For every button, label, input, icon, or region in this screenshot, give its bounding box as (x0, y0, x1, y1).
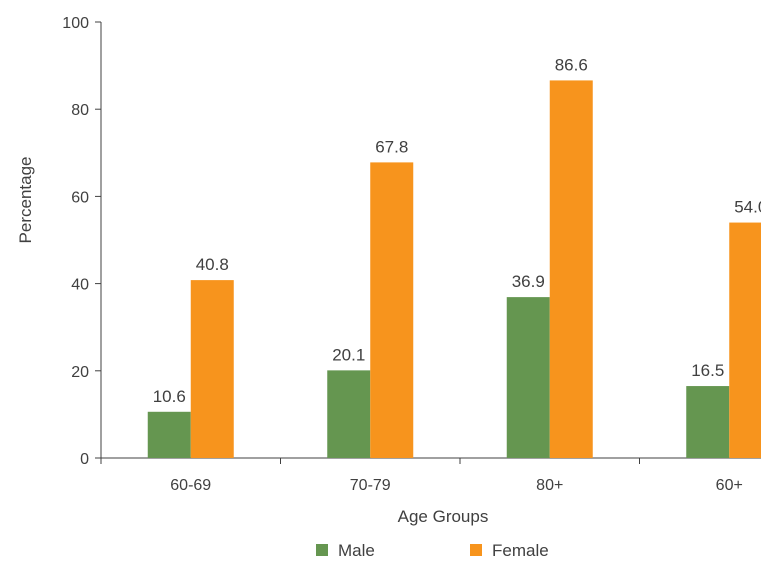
data-label: 16.5 (691, 361, 724, 380)
y-axis-title: Percentage (16, 157, 35, 244)
bar-male-70-79 (327, 370, 371, 458)
bar-male-60+ (686, 386, 730, 458)
x-tick-label: 70-79 (350, 477, 391, 494)
data-label: 67.8 (375, 137, 408, 156)
data-label: 40.8 (196, 255, 229, 274)
data-label: 36.9 (512, 272, 545, 291)
bar-female-60+ (729, 222, 761, 458)
legend: Male Female (316, 541, 549, 560)
y-tick-label: 60 (71, 189, 89, 206)
legend-swatch-male (316, 544, 328, 556)
bar-male-80+ (506, 297, 550, 458)
bar-male-60-69 (147, 411, 191, 458)
x-tick-label: 60+ (716, 477, 743, 494)
bar-female-60-69 (190, 280, 234, 458)
legend-label-male: Male (338, 541, 375, 560)
x-axis-title: Age Groups (398, 507, 489, 526)
y-tick-label: 80 (71, 102, 89, 119)
plot-area: 0 20 40 60 80 100 10.6 40.8 60-69 20.1 67.8 70-79 36… (62, 15, 761, 494)
data-label: 54.0 (734, 198, 761, 217)
y-tick-label: 20 (71, 364, 89, 381)
y-tick-label: 40 (71, 277, 89, 294)
data-label: 20.1 (332, 345, 365, 364)
bar-female-70-79 (370, 162, 414, 458)
x-tick-label: 80+ (536, 477, 563, 494)
data-label: 86.6 (555, 55, 588, 74)
legend-label-female: Female (492, 541, 549, 560)
y-tick-label: 0 (80, 451, 89, 468)
legend-swatch-female (470, 544, 482, 556)
bar-female-80+ (549, 80, 593, 458)
data-label: 10.6 (153, 387, 186, 406)
y-tick-label: 100 (62, 15, 89, 32)
x-tick-label: 60-69 (170, 477, 211, 494)
